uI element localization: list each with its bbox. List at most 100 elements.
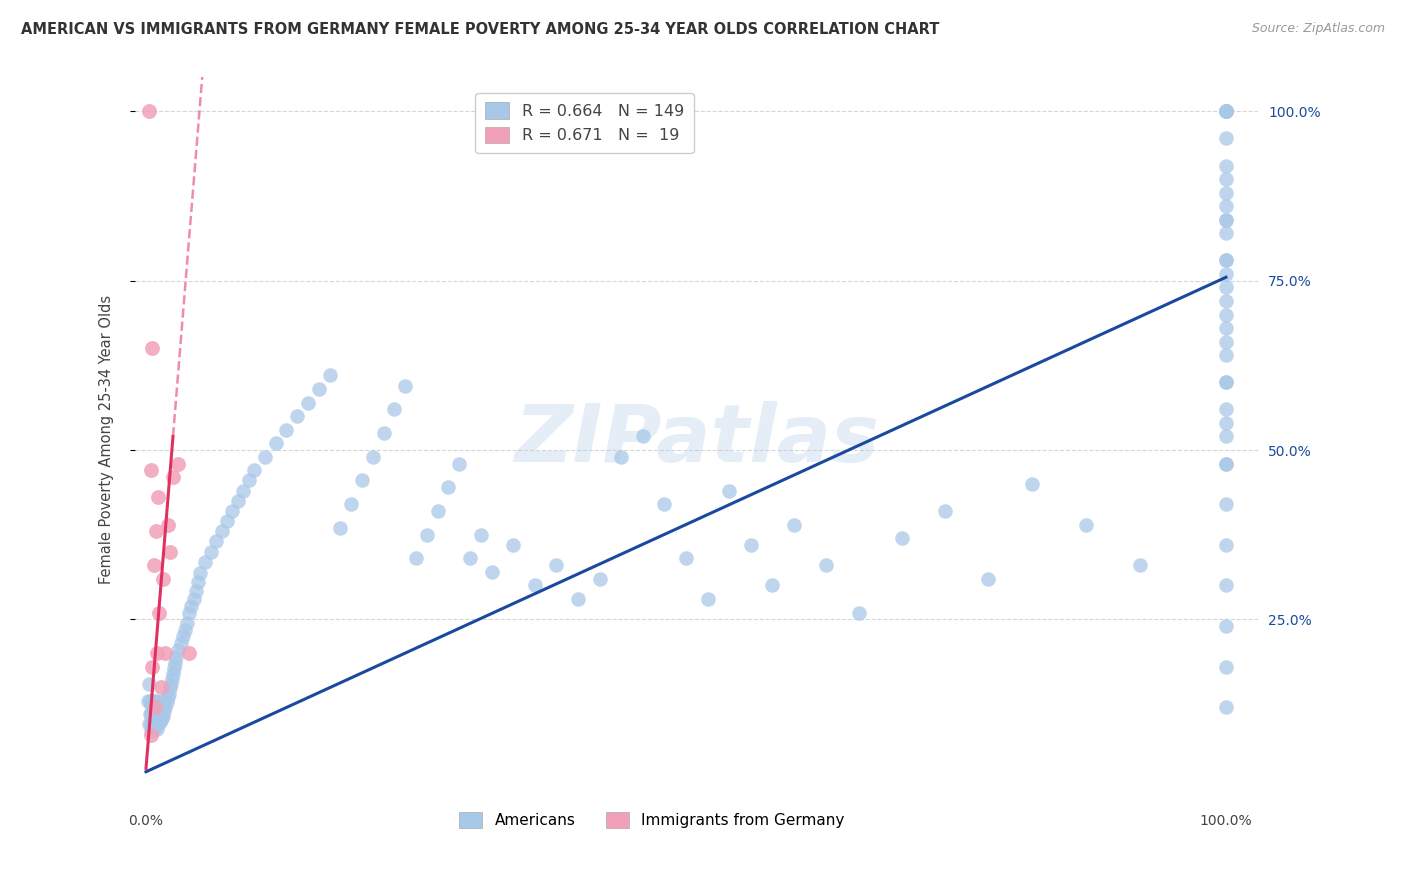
Point — [740, 538, 762, 552]
Point — [180, 599, 202, 613]
Point — [162, 666, 184, 681]
Point — [139, 707, 162, 722]
Point — [610, 450, 633, 464]
Point — [1215, 538, 1237, 552]
Point — [329, 521, 352, 535]
Point — [148, 714, 170, 728]
Point — [1215, 267, 1237, 281]
Point — [1215, 186, 1237, 200]
Point — [449, 457, 471, 471]
Point — [176, 615, 198, 630]
Point — [179, 646, 201, 660]
Point — [481, 565, 503, 579]
Point — [150, 697, 173, 711]
Point — [157, 687, 180, 701]
Text: Source: ZipAtlas.com: Source: ZipAtlas.com — [1251, 22, 1385, 36]
Point — [276, 423, 298, 437]
Point — [188, 566, 211, 581]
Point — [145, 719, 167, 733]
Point — [165, 657, 187, 671]
Point — [165, 649, 187, 664]
Point — [1215, 199, 1237, 213]
Point — [1215, 348, 1237, 362]
Point — [156, 517, 179, 532]
Point — [1215, 376, 1237, 390]
Text: ZIPatlas: ZIPatlas — [515, 401, 879, 479]
Point — [159, 544, 181, 558]
Point — [718, 483, 741, 498]
Point — [1215, 159, 1237, 173]
Point — [977, 572, 1000, 586]
Point — [1215, 104, 1237, 119]
Point — [1215, 104, 1237, 119]
Point — [1215, 131, 1237, 145]
Point — [394, 378, 416, 392]
Point — [141, 660, 163, 674]
Point — [211, 524, 233, 539]
Point — [155, 700, 177, 714]
Point — [1215, 578, 1237, 592]
Point — [183, 592, 205, 607]
Point — [150, 680, 173, 694]
Point — [1215, 293, 1237, 308]
Point — [1215, 308, 1237, 322]
Point — [136, 693, 159, 707]
Point — [155, 695, 177, 709]
Point — [1215, 619, 1237, 633]
Point — [205, 534, 228, 549]
Point — [1215, 457, 1237, 471]
Point — [146, 710, 169, 724]
Point — [1215, 212, 1237, 227]
Point — [152, 572, 174, 586]
Point — [160, 672, 183, 686]
Point — [1215, 253, 1237, 268]
Point — [145, 693, 167, 707]
Point — [761, 578, 783, 592]
Point — [146, 695, 169, 709]
Point — [146, 704, 169, 718]
Point — [215, 514, 238, 528]
Point — [160, 676, 183, 690]
Point — [155, 646, 177, 660]
Point — [1215, 280, 1237, 294]
Point — [815, 558, 838, 573]
Point — [238, 474, 260, 488]
Point — [1215, 429, 1237, 443]
Point — [143, 710, 166, 724]
Point — [1215, 212, 1237, 227]
Point — [588, 572, 610, 586]
Point — [318, 368, 340, 383]
Point — [153, 704, 176, 718]
Text: AMERICAN VS IMMIGRANTS FROM GERMANY FEMALE POVERTY AMONG 25-34 YEAR OLDS CORRELA: AMERICAN VS IMMIGRANTS FROM GERMANY FEMA… — [21, 22, 939, 37]
Point — [146, 722, 169, 736]
Point — [141, 717, 163, 731]
Point — [416, 527, 439, 541]
Point — [470, 527, 492, 541]
Point — [150, 710, 173, 724]
Point — [142, 693, 165, 707]
Point — [1215, 334, 1237, 349]
Point — [145, 707, 167, 722]
Point — [458, 551, 481, 566]
Point — [138, 676, 160, 690]
Point — [783, 517, 806, 532]
Point — [253, 450, 276, 464]
Point — [138, 717, 160, 731]
Point — [141, 707, 163, 722]
Point — [891, 531, 914, 545]
Point — [152, 708, 174, 723]
Point — [159, 681, 181, 696]
Point — [523, 578, 546, 592]
Point — [1215, 104, 1237, 119]
Point — [167, 457, 190, 471]
Point — [145, 524, 167, 539]
Point — [152, 693, 174, 707]
Point — [1215, 376, 1237, 390]
Point — [1215, 253, 1237, 268]
Point — [361, 450, 384, 464]
Point — [1215, 497, 1237, 511]
Point — [167, 643, 190, 657]
Point — [1074, 517, 1097, 532]
Point — [139, 693, 162, 707]
Point — [172, 629, 194, 643]
